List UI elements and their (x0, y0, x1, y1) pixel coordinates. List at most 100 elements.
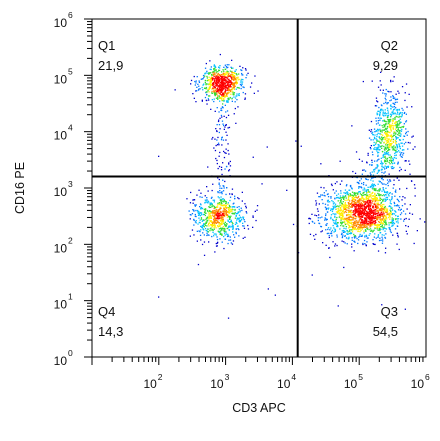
event-dot (360, 208, 363, 210)
event-dot (220, 139, 223, 141)
event-dot (363, 221, 365, 223)
event-dot (222, 139, 225, 141)
event-dot (224, 84, 227, 86)
event-dot (395, 107, 397, 109)
event-dot (364, 203, 366, 205)
event-dot (224, 78, 226, 80)
event-dot (331, 210, 334, 213)
event-dot (346, 191, 348, 193)
event-dot (227, 74, 229, 76)
event-dot (212, 77, 214, 79)
event-dot (383, 189, 385, 191)
event-dot (383, 212, 385, 214)
event-dot (353, 240, 356, 242)
event-dot (390, 129, 392, 131)
event-dot (213, 88, 215, 90)
event-dot (345, 220, 347, 222)
event-dot (390, 231, 392, 234)
event-dot (363, 169, 365, 171)
event-dot (383, 129, 385, 131)
event-dot (221, 96, 223, 98)
event-dot (227, 75, 229, 77)
event-dot (199, 222, 201, 224)
event-dot (225, 71, 227, 73)
event-dot (345, 197, 347, 199)
event-dot (384, 113, 386, 115)
event-dot (360, 199, 362, 201)
event-dot (377, 154, 379, 156)
event-dot (330, 196, 332, 198)
event-dot (395, 154, 397, 156)
event-dot (395, 218, 397, 221)
event-dot (369, 233, 371, 235)
event-dot (373, 223, 376, 225)
event-dot (233, 234, 235, 236)
event-dot (295, 140, 297, 142)
event-dot (377, 171, 379, 173)
event-dot (363, 213, 365, 215)
event-dot (361, 173, 363, 175)
event-dot (202, 225, 204, 227)
event-dot (373, 197, 375, 200)
event-dot (224, 213, 226, 215)
event-dot (384, 131, 386, 134)
event-dot (219, 87, 221, 90)
event-dot (221, 116, 223, 118)
event-dot (389, 199, 391, 201)
event-dot (358, 199, 360, 201)
event-dot (361, 228, 363, 230)
event-dot (391, 198, 393, 201)
event-dot (217, 78, 219, 81)
event-dot (371, 159, 373, 161)
event-dot (385, 93, 387, 95)
event-dot (359, 227, 361, 229)
event-dot (205, 86, 208, 89)
event-dot (201, 100, 203, 102)
event-dot (222, 162, 224, 164)
event-dot (367, 191, 369, 193)
event-dot (219, 185, 221, 187)
event-dot (341, 210, 344, 212)
event-dot (233, 82, 235, 84)
event-dot (224, 96, 226, 98)
event-dot (223, 82, 226, 84)
event-dot (218, 213, 220, 215)
event-dot (208, 206, 211, 209)
event-dot (353, 228, 356, 230)
event-dot (363, 205, 366, 207)
event-dot (223, 215, 225, 217)
event-dot (340, 209, 342, 211)
event-dot (234, 206, 236, 208)
event-dot (367, 224, 369, 226)
event-dot (398, 108, 400, 111)
event-dot (389, 200, 392, 202)
event-dot (390, 108, 392, 110)
event-dot (384, 224, 386, 226)
event-dot (387, 115, 389, 117)
event-dot (198, 88, 200, 90)
event-dot (218, 86, 220, 88)
event-dot (202, 228, 204, 230)
event-dot (207, 83, 209, 85)
event-dot (344, 217, 346, 219)
event-dot (222, 93, 224, 95)
event-dot (219, 207, 221, 210)
event-dot (387, 165, 389, 168)
event-dot (363, 222, 365, 224)
event-dot (367, 198, 370, 200)
event-dot (215, 222, 218, 224)
event-dot (221, 80, 223, 82)
event-dot (352, 229, 354, 231)
event-dot (359, 209, 361, 211)
event-dot (364, 190, 366, 192)
event-dot (419, 218, 421, 220)
event-dot (398, 132, 400, 134)
event-dot (385, 167, 388, 169)
event-dot (320, 225, 322, 228)
event-dot (390, 143, 392, 146)
event-dot (393, 166, 395, 169)
event-dot (216, 236, 218, 238)
event-dot (203, 213, 205, 215)
event-dot (398, 143, 400, 145)
event-dot (375, 120, 377, 122)
